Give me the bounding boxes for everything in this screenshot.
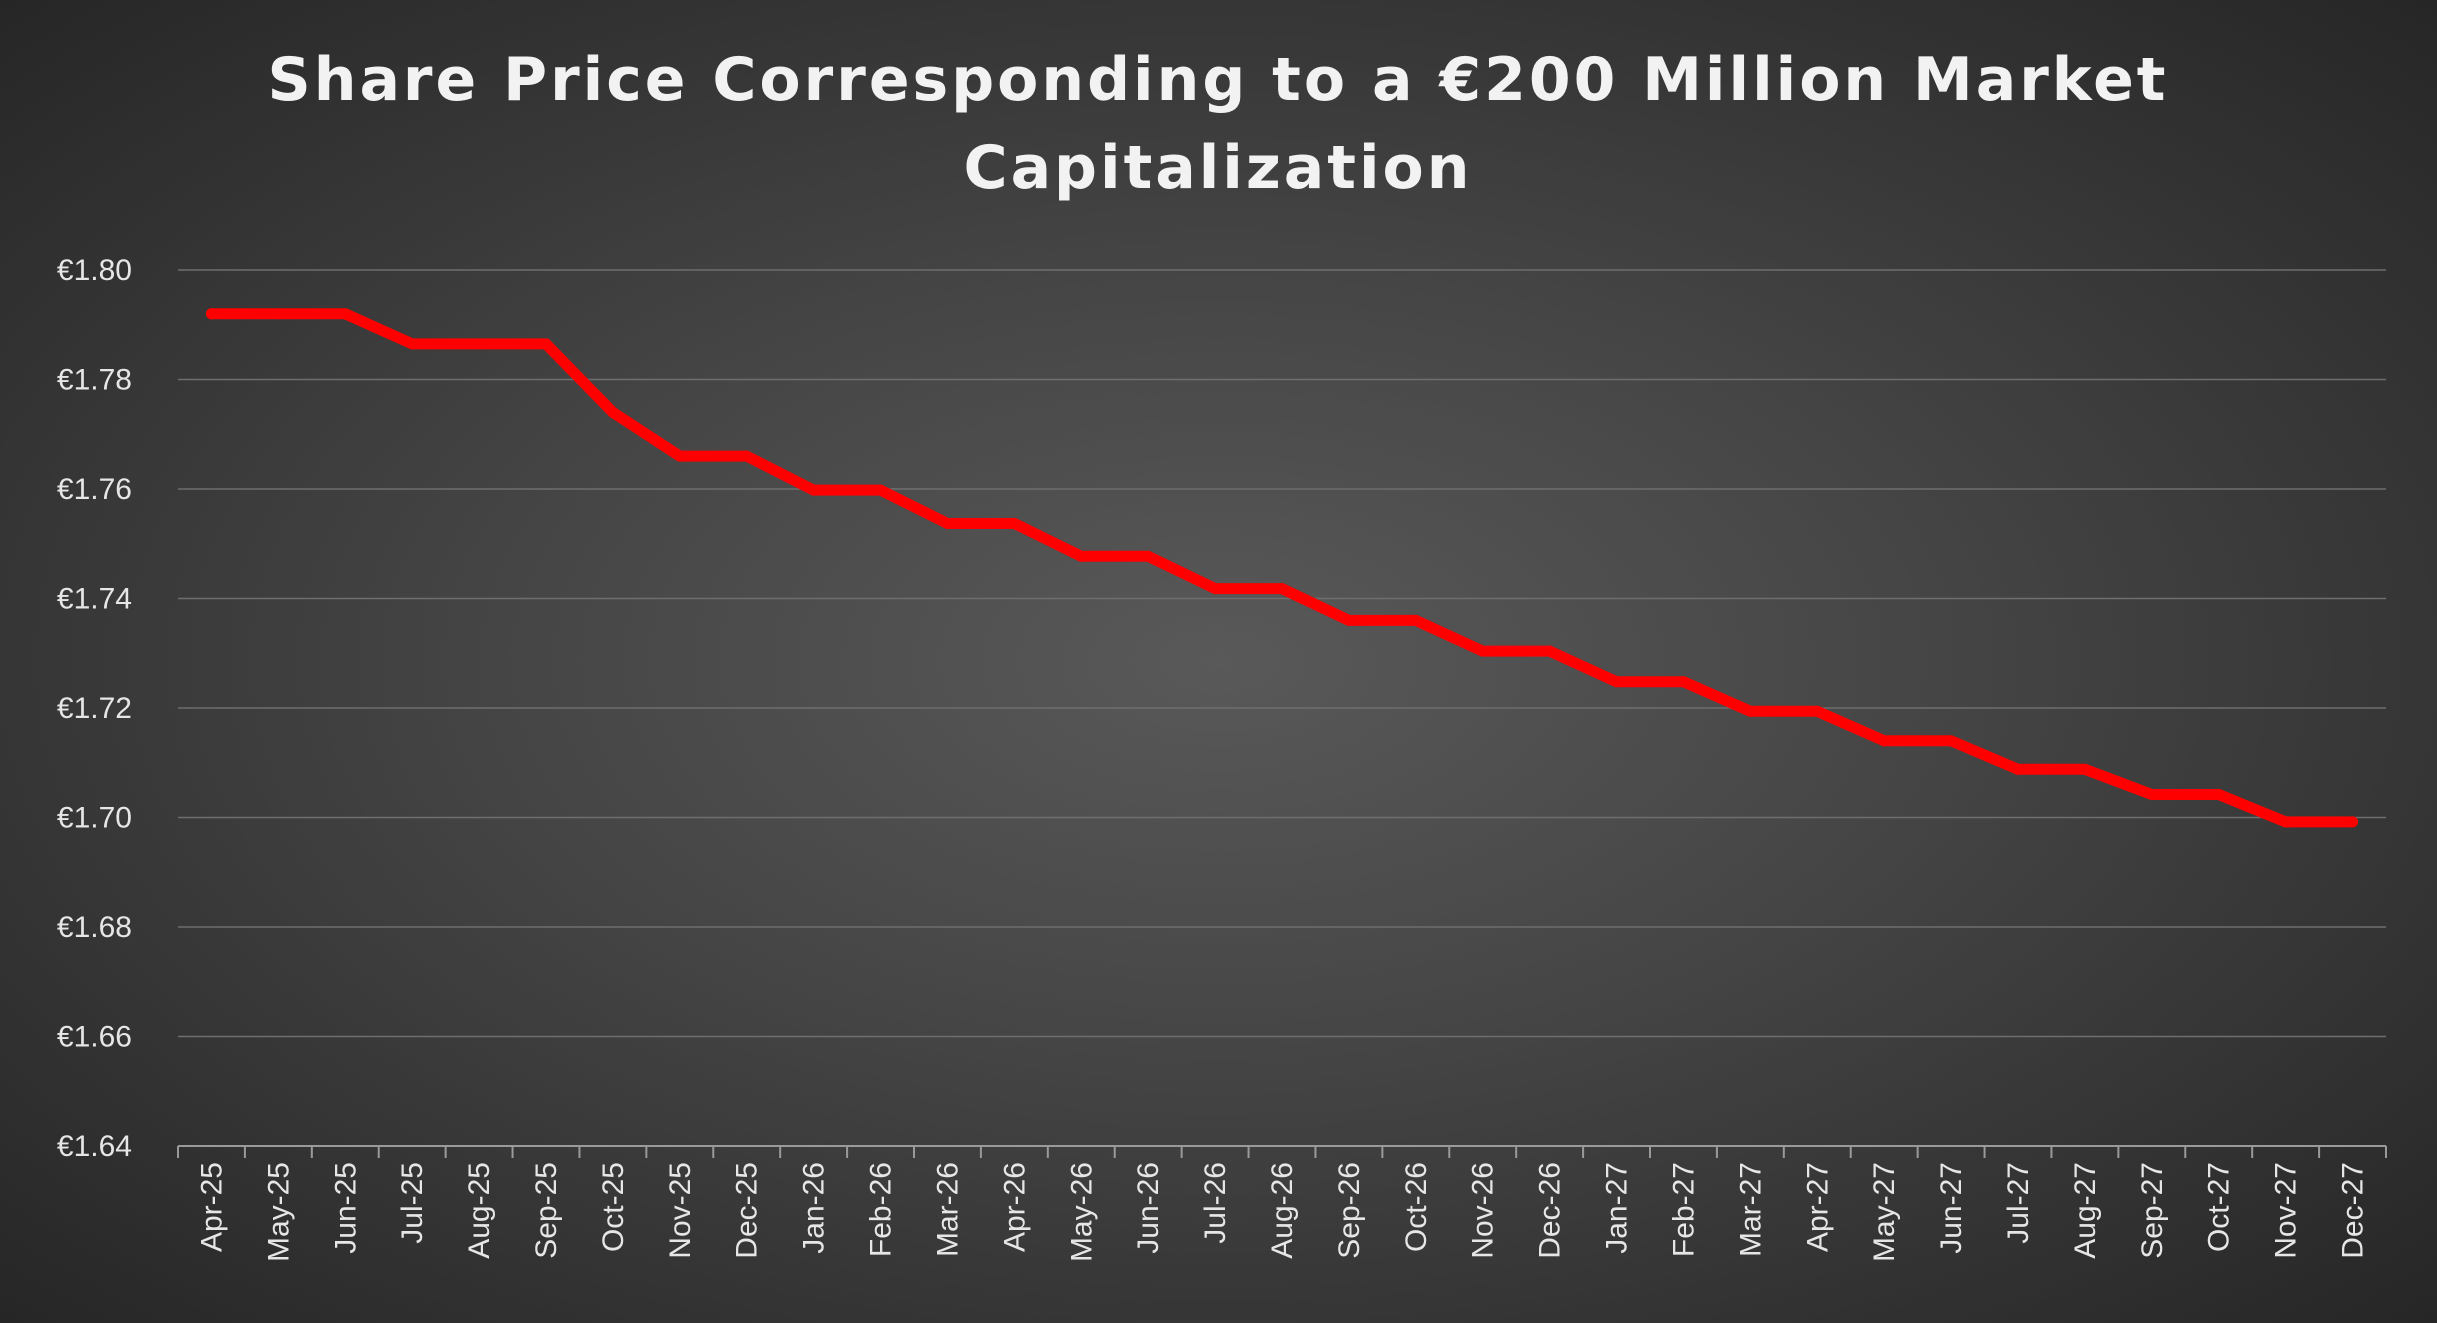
data-point xyxy=(205,308,217,320)
x-tick-label: Jun-25 xyxy=(329,1162,362,1254)
gridlines xyxy=(178,269,2386,1038)
data-point xyxy=(1410,614,1422,626)
x-tick-label: Dec-25 xyxy=(731,1162,764,1259)
data-point xyxy=(272,308,284,320)
x-tick-label: Aug-25 xyxy=(463,1162,496,1259)
data-point xyxy=(1811,705,1823,717)
data-point xyxy=(1477,645,1489,657)
data-point xyxy=(674,450,686,462)
x-tick-label: Nov-25 xyxy=(664,1162,697,1259)
x-tick-label: Jul-26 xyxy=(1199,1162,1232,1244)
x-tick-label: Mar-26 xyxy=(931,1162,964,1257)
x-tick-label: Jan-27 xyxy=(1601,1162,1634,1254)
data-point xyxy=(2146,789,2158,801)
data-point xyxy=(1878,735,1890,747)
data-point xyxy=(1611,676,1623,688)
x-tick-label: Nov-26 xyxy=(1467,1162,1500,1259)
y-tick-label: €1.66 xyxy=(57,1021,132,1054)
data-point xyxy=(1544,645,1556,657)
x-tick-label: Sep-25 xyxy=(530,1162,563,1259)
y-tick-label: €1.74 xyxy=(57,583,132,616)
data-point xyxy=(1209,583,1221,595)
x-tick-label: Oct-26 xyxy=(1400,1162,1433,1252)
data-point xyxy=(741,450,753,462)
y-tick-label: €1.80 xyxy=(57,254,132,287)
x-tick-label: Jun-27 xyxy=(1935,1162,1968,1254)
data-point xyxy=(1008,517,1020,529)
y-axis: €1.64 €1.66 €1.68 €1.70 €1.72 €1.74 €1.76 €1.78… xyxy=(57,254,132,1163)
data-point xyxy=(1075,550,1087,562)
x-tick-label: May-27 xyxy=(1868,1162,1901,1262)
data-point xyxy=(2280,816,2292,828)
x-tick-label: Apr-26 xyxy=(998,1162,1031,1252)
data-point xyxy=(1142,550,1154,562)
x-tick-label: Apr-27 xyxy=(1801,1162,1834,1252)
data-point xyxy=(2079,763,2091,775)
data-point xyxy=(1276,583,1288,595)
data-point xyxy=(808,484,820,496)
x-tick-label: Sep-27 xyxy=(2136,1162,2169,1259)
data-point xyxy=(540,338,552,350)
x-tick-label: Dec-27 xyxy=(2337,1162,2370,1259)
data-point xyxy=(1677,676,1689,688)
x-tick-label: Jul-25 xyxy=(396,1162,429,1244)
data-point xyxy=(875,484,887,496)
x-tick-label: Jun-26 xyxy=(1132,1162,1165,1254)
series-line-share-price xyxy=(206,308,2358,828)
data-point xyxy=(339,308,351,320)
x-tick-label: May-25 xyxy=(262,1162,295,1262)
data-point xyxy=(941,517,953,529)
x-tick-label: Apr-25 xyxy=(195,1162,228,1252)
series-group xyxy=(205,308,2359,828)
y-tick-label: €1.72 xyxy=(57,692,132,725)
chart-title-line-1: Share Price Corresponding to a €200 Mill… xyxy=(268,45,2169,115)
data-point xyxy=(2213,789,2225,801)
data-point xyxy=(1945,735,1957,747)
data-point xyxy=(1744,705,1756,717)
data-point xyxy=(1343,614,1355,626)
x-tick-label: May-26 xyxy=(1065,1162,1098,1262)
x-tick-label: Feb-26 xyxy=(865,1162,898,1257)
y-tick-label: €1.68 xyxy=(57,911,132,944)
x-tick-label: Oct-25 xyxy=(597,1162,630,1252)
data-point xyxy=(473,338,485,350)
y-tick-label: €1.76 xyxy=(57,473,132,506)
chart-title: Share Price Corresponding to a €200 Mill… xyxy=(268,45,2169,203)
x-tick-label: Jan-26 xyxy=(798,1162,831,1254)
x-tick-label: Nov-27 xyxy=(2270,1162,2303,1259)
x-tick-label: Oct-27 xyxy=(2203,1162,2236,1252)
chart-title-line-2: Capitalization xyxy=(964,133,1473,203)
data-point xyxy=(406,338,418,350)
x-tick-label: Jul-27 xyxy=(2002,1162,2035,1244)
x-tick-label: Dec-26 xyxy=(1534,1162,1567,1259)
x-tick-label: Feb-27 xyxy=(1667,1162,1700,1257)
y-tick-label: €1.64 xyxy=(57,1130,132,1163)
x-tick-label: Sep-26 xyxy=(1333,1162,1366,1259)
data-point xyxy=(2347,816,2359,828)
y-tick-label: €1.78 xyxy=(57,364,132,397)
data-point xyxy=(607,406,619,418)
x-tick-label: Mar-27 xyxy=(1734,1162,1767,1257)
x-tick-label: Aug-27 xyxy=(2069,1162,2102,1259)
data-point xyxy=(2012,763,2024,775)
x-tick-label: Aug-26 xyxy=(1266,1162,1299,1259)
x-axis: Apr-25 May-25 Jun-25 Jul-25 Aug-25 Sep-25 Oct-… xyxy=(177,1145,2387,1262)
y-tick-label: €1.70 xyxy=(57,802,132,835)
